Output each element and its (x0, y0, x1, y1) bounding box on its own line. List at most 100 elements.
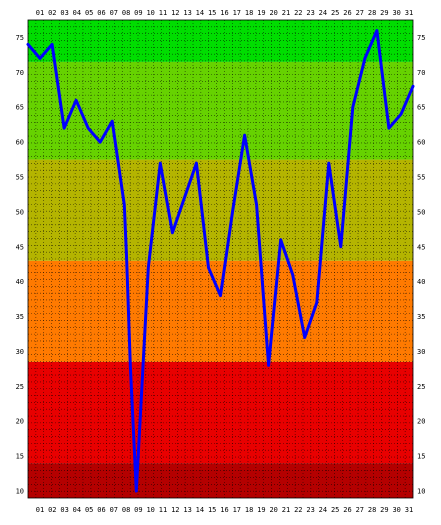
x-tick-label-top: 10 (146, 9, 154, 17)
x-tick-label-top: 26 (343, 9, 351, 17)
x-tick-label-bottom: 13 (183, 506, 191, 514)
band-0 (28, 463, 413, 498)
y-tick-label-left: 75 (16, 34, 24, 42)
x-tick-label-top: 14 (196, 9, 204, 17)
x-tick-label-bottom: 06 (97, 506, 105, 514)
x-tick-label-bottom: 21 (282, 506, 290, 514)
x-tick-label-top: 07 (110, 9, 118, 17)
x-tick-label-bottom: 22 (294, 506, 302, 514)
x-tick-label-top: 16 (220, 9, 228, 17)
x-tick-label-top: 27 (356, 9, 364, 17)
x-tick-label-bottom: 02 (48, 506, 56, 514)
y-tick-label-right: 45 (417, 243, 425, 251)
x-tick-label-top: 02 (48, 9, 56, 17)
y-tick-label-right: 70 (417, 69, 425, 77)
x-tick-label-bottom: 14 (196, 506, 204, 514)
x-tick-label-top: 20 (269, 9, 277, 17)
x-tick-label-top: 13 (183, 9, 191, 17)
x-tick-label-bottom: 23 (306, 506, 314, 514)
x-tick-label-bottom: 16 (220, 506, 228, 514)
x-tick-label-bottom: 17 (233, 506, 241, 514)
band-1 (28, 361, 413, 464)
x-tick-label-bottom: 31 (405, 506, 413, 514)
x-tick-label-top: 25 (331, 9, 339, 17)
x-tick-label-bottom: 20 (269, 506, 277, 514)
y-tick-label-right: 50 (417, 208, 425, 216)
y-tick-label-left: 10 (16, 488, 24, 496)
x-tick-label-top: 17 (233, 9, 241, 17)
plot-frame (27, 19, 414, 499)
x-tick-label-bottom: 15 (208, 506, 216, 514)
x-tick-label-top: 06 (97, 9, 105, 17)
x-tick-label-top: 22 (294, 9, 302, 17)
x-tick-label-top: 08 (122, 9, 130, 17)
y-tick-label-left: 15 (16, 453, 24, 461)
x-tick-label-top: 01 (36, 9, 44, 17)
band-4 (28, 61, 413, 160)
y-tick-label-right: 60 (417, 139, 425, 147)
x-tick-label-top: 15 (208, 9, 216, 17)
x-tick-label-bottom: 12 (171, 506, 179, 514)
y-tick-label-left: 35 (16, 313, 24, 321)
y-tick-label-left: 65 (16, 104, 24, 112)
x-tick-label-bottom: 25 (331, 506, 339, 514)
y-tick-label-right: 15 (417, 453, 425, 461)
x-tick-label-top: 31 (405, 9, 413, 17)
y-tick-label-left: 40 (16, 278, 24, 286)
x-tick-label-bottom: 07 (110, 506, 118, 514)
x-tick-label-bottom: 18 (245, 506, 253, 514)
y-tick-label-left: 50 (16, 208, 24, 216)
series-line-0 (26, 29, 415, 493)
y-tick-label-left: 60 (16, 139, 24, 147)
x-tick-label-bottom: 01 (36, 506, 44, 514)
x-tick-label-bottom: 27 (356, 506, 364, 514)
y-tick-label-right: 40 (417, 278, 425, 286)
x-tick-label-top: 28 (368, 9, 376, 17)
y-tick-label-right: 65 (417, 104, 425, 112)
x-tick-label-top: 24 (319, 9, 327, 17)
y-tick-label-right: 55 (417, 174, 425, 182)
x-tick-label-bottom: 09 (134, 506, 142, 514)
x-tick-label-top: 11 (159, 9, 167, 17)
y-tick-label-right: 20 (417, 418, 425, 426)
y-tick-label-right: 35 (417, 313, 425, 321)
x-tick-label-bottom: 05 (85, 506, 93, 514)
x-tick-label-top: 21 (282, 9, 290, 17)
x-tick-label-bottom: 11 (159, 506, 167, 514)
x-tick-label-bottom: 10 (146, 506, 154, 514)
x-tick-label-top: 29 (380, 9, 388, 17)
y-tick-label-left: 70 (16, 69, 24, 77)
x-tick-label-top: 05 (85, 9, 93, 17)
x-tick-label-top: 03 (60, 9, 68, 17)
band-3 (28, 159, 413, 261)
x-tick-label-top: 30 (392, 9, 400, 17)
y-tick-label-left: 55 (16, 174, 24, 182)
x-tick-label-bottom: 19 (257, 506, 265, 514)
x-tick-label-top: 23 (306, 9, 314, 17)
band-2 (28, 260, 413, 362)
y-tick-label-right: 30 (417, 348, 425, 356)
y-tick-label-left: 45 (16, 243, 24, 251)
y-tick-label-left: 20 (16, 418, 24, 426)
x-tick-label-bottom: 03 (60, 506, 68, 514)
x-tick-label-top: 04 (73, 9, 81, 17)
x-tick-label-bottom: 04 (73, 506, 81, 514)
x-tick-label-bottom: 24 (319, 506, 327, 514)
x-tick-label-bottom: 28 (368, 506, 376, 514)
x-tick-label-bottom: 30 (392, 506, 400, 514)
x-tick-label-bottom: 29 (380, 506, 388, 514)
y-tick-label-right: 75 (417, 34, 425, 42)
band-5 (28, 20, 413, 62)
y-tick-label-left: 30 (16, 348, 24, 356)
y-tick-label-right: 25 (417, 383, 425, 391)
x-tick-label-top: 12 (171, 9, 179, 17)
y-tick-label-left: 25 (16, 383, 24, 391)
x-tick-label-top: 19 (257, 9, 265, 17)
x-tick-label-bottom: 26 (343, 506, 351, 514)
x-tick-label-bottom: 08 (122, 506, 130, 514)
y-tick-label-right: 10 (417, 488, 425, 496)
x-tick-label-top: 09 (134, 9, 142, 17)
x-tick-label-top: 18 (245, 9, 253, 17)
